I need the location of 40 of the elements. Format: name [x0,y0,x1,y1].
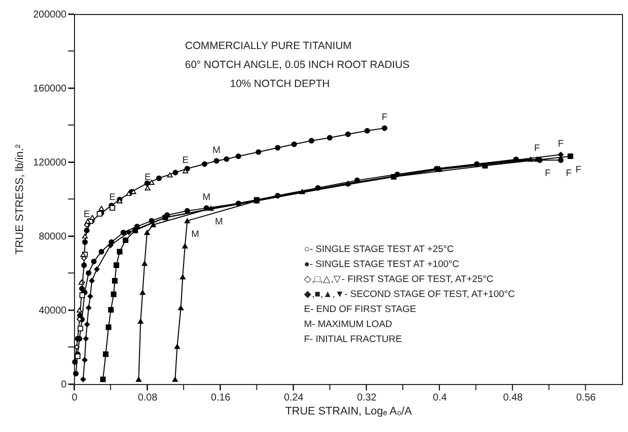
annotation: F [382,112,388,124]
x-tick-label: 0.24 [284,392,304,404]
annotation: M [212,144,221,156]
x-tick-label: 0 [72,392,78,404]
text: COMMERCIALLY PURE TITANIUM [185,40,352,52]
x-tick-label: 0.56 [576,392,596,404]
annotation: ●- SINGLE STAGE TEST AT +100°C [304,259,460,270]
x-tick-label: 0.08 [138,392,158,404]
x-tick-label: 0.4 [432,392,448,404]
annotation: F [558,138,564,150]
annotation: F [534,143,540,154]
x-tick-label: 0.16 [210,392,231,404]
annotation: ◇,□,△,▽- FIRST STAGE OF TEST, AT+25°C [304,274,494,285]
y-tick-label: 160000 [33,84,67,94]
y-tick-label: 200000 [33,10,67,20]
x-tick-label: 0.48 [503,392,524,404]
y-tick-label: 120000 [33,158,67,168]
annotation: E [84,208,90,220]
annotation: F- INITIAL FRACTURE [304,334,402,345]
annotation: E [144,172,151,183]
annotation: M [215,216,224,228]
annotation: F [575,164,582,176]
y-tick-label: 0 [60,380,67,390]
annotation: E [109,192,116,203]
annotation: 10% NOTCH DEPTH [230,78,330,90]
annotation: F [566,168,572,180]
y-axis-title: TRUE STRESS, lb/in.² [14,144,26,255]
annotation: ◆,■,▲,▼- SECOND STAGE OF TEST, AT+100°C [304,289,515,300]
annotation: M [191,228,200,240]
annotation: ○- SINGLE STAGE TEST AT +25°C [304,244,454,255]
y-tick-label: 40000 [38,306,67,316]
y-tick-label: 80000 [38,232,67,242]
annotation: E [182,154,189,166]
text: 60° NOTCH ANGLE, 0.05 INCH ROOT RADIUS [185,59,410,71]
x-tick-label: 0.32 [357,392,377,404]
annotation: F [544,168,551,180]
annotation: E- END OF FIRST STAGE [304,304,416,315]
x-axis-title: TRUE STRAIN, Logₑ A₀/A [285,406,412,418]
annotation: M- MAXIMUM LOAD [304,319,392,330]
annotation: M [202,192,210,204]
